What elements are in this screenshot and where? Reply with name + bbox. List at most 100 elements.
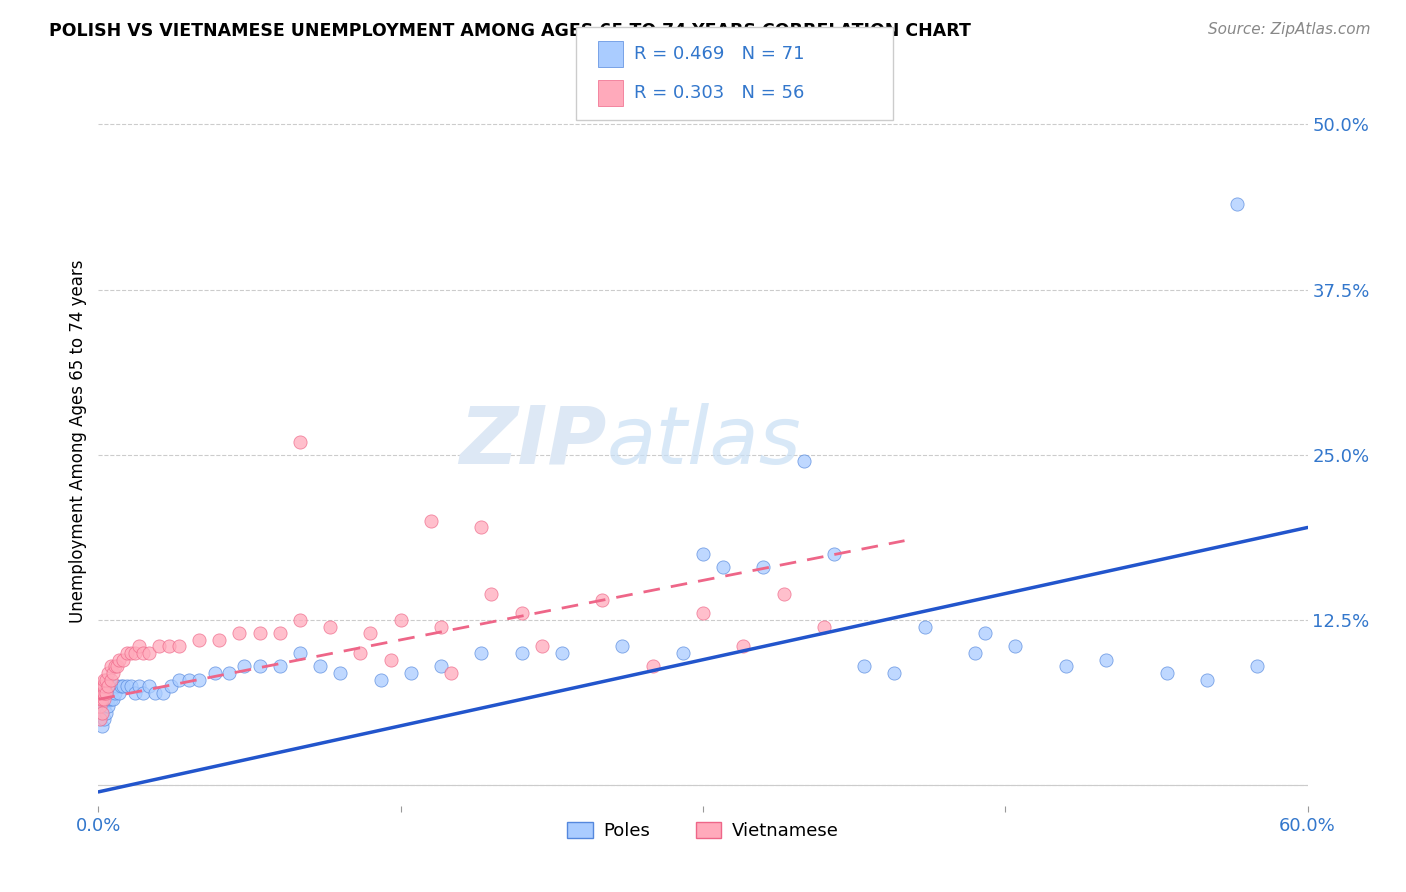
- Point: [105, 679, 128, 693]
- Point: [440, 665, 463, 680]
- Point: [530, 640, 553, 654]
- Point: [481, 586, 503, 600]
- Point: [430, 659, 453, 673]
- Point: [97, 665, 120, 680]
- Point: [97, 686, 120, 700]
- Point: [853, 659, 876, 673]
- Point: [1246, 659, 1268, 673]
- Point: [249, 659, 271, 673]
- Point: [110, 679, 132, 693]
- Point: [97, 692, 120, 706]
- Point: [772, 586, 794, 600]
- Text: R = 0.469   N = 71: R = 0.469 N = 71: [634, 45, 804, 63]
- Point: [96, 686, 118, 700]
- Point: [97, 679, 120, 693]
- Point: [551, 646, 574, 660]
- Point: [132, 646, 155, 660]
- Point: [91, 719, 114, 733]
- Point: [89, 706, 111, 720]
- Point: [120, 646, 142, 660]
- Point: [470, 520, 492, 534]
- Point: [965, 646, 987, 660]
- Legend: Poles, Vietnamese: Poles, Vietnamese: [560, 814, 846, 847]
- Point: [188, 673, 211, 687]
- Point: [96, 673, 118, 687]
- Point: [91, 706, 114, 720]
- Point: [89, 692, 111, 706]
- Point: [692, 547, 714, 561]
- Point: [288, 434, 311, 449]
- Point: [100, 673, 122, 687]
- Point: [793, 454, 815, 468]
- Point: [128, 679, 150, 693]
- Point: [823, 547, 845, 561]
- Point: [269, 626, 291, 640]
- Point: [249, 626, 271, 640]
- Point: [111, 679, 134, 693]
- Point: [111, 653, 134, 667]
- Point: [115, 679, 138, 693]
- Point: [93, 698, 115, 713]
- Point: [89, 698, 111, 713]
- Text: Source: ZipAtlas.com: Source: ZipAtlas.com: [1208, 22, 1371, 37]
- Point: [179, 673, 201, 687]
- Point: [89, 712, 111, 726]
- Point: [124, 686, 146, 700]
- Point: [188, 632, 211, 647]
- Text: atlas: atlas: [606, 402, 801, 481]
- Point: [360, 626, 382, 640]
- Point: [91, 706, 114, 720]
- Point: [288, 646, 311, 660]
- Point: [208, 632, 231, 647]
- Point: [103, 659, 125, 673]
- Point: [105, 659, 128, 673]
- Point: [641, 659, 664, 673]
- Point: [101, 665, 124, 680]
- Point: [115, 646, 138, 660]
- Point: [138, 679, 160, 693]
- Point: [89, 712, 111, 726]
- Point: [974, 626, 997, 640]
- Point: [288, 613, 311, 627]
- Point: [96, 686, 118, 700]
- Point: [148, 640, 170, 654]
- Point: [711, 560, 734, 574]
- Point: [329, 665, 352, 680]
- Point: [591, 593, 613, 607]
- Point: [510, 607, 533, 621]
- Point: [100, 686, 122, 700]
- Point: [100, 659, 122, 673]
- Point: [96, 692, 118, 706]
- Point: [124, 646, 146, 660]
- Point: [138, 646, 160, 660]
- Point: [349, 646, 371, 660]
- Point: [1054, 659, 1077, 673]
- Point: [510, 646, 533, 660]
- Point: [1095, 653, 1118, 667]
- Point: [218, 665, 240, 680]
- Point: [430, 620, 453, 634]
- Point: [93, 686, 115, 700]
- Point: [97, 698, 120, 713]
- Point: [89, 698, 111, 713]
- Point: [152, 686, 174, 700]
- Point: [167, 640, 190, 654]
- Point: [107, 686, 129, 700]
- Point: [813, 620, 835, 634]
- Point: [389, 613, 412, 627]
- Point: [399, 665, 422, 680]
- Point: [380, 653, 402, 667]
- Point: [93, 692, 115, 706]
- Point: [204, 665, 226, 680]
- Point: [309, 659, 332, 673]
- Point: [733, 640, 755, 654]
- Point: [883, 665, 905, 680]
- Point: [91, 686, 114, 700]
- Text: R = 0.303   N = 56: R = 0.303 N = 56: [634, 84, 804, 102]
- Point: [101, 679, 124, 693]
- Point: [420, 514, 443, 528]
- Point: [1226, 196, 1249, 211]
- Point: [107, 653, 129, 667]
- Point: [143, 686, 166, 700]
- Point: [269, 659, 291, 673]
